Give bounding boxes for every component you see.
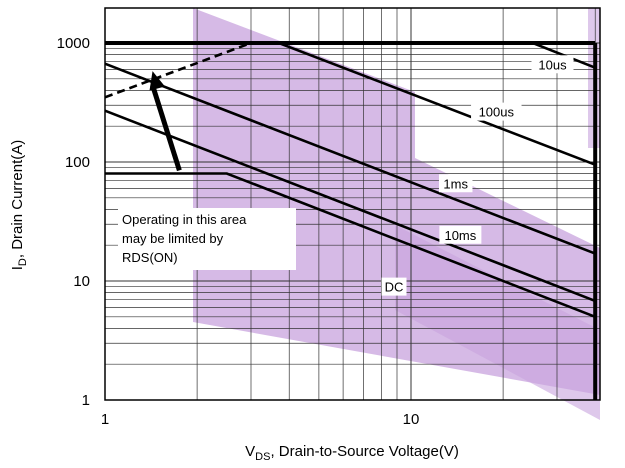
shaded-region-lower [395,225,600,420]
annotation-text-line: RDS(ON) [122,250,178,265]
x-tick-label: 10 [403,411,420,428]
series-line-dc [105,172,596,319]
y-tick-label: 1000 [57,35,90,52]
x-axis-label-rest: , Drain-to-Source Voltage(V) [270,443,458,460]
annotation-arrow-head [149,71,165,91]
y-tick-label: 10 [73,273,90,290]
y-axis-label-main: I [9,266,26,270]
annotation: Operating in this area may be limited by R… [118,71,296,270]
curve-label-bg [381,277,407,296]
series-line-10us [105,41,596,69]
x-axis-label-sub: DS [255,451,270,463]
series-line-1ms [104,62,596,255]
y-axis-label-rest: , Drain Current(A) [9,140,26,258]
grid [105,8,600,400]
curve-label-bg [471,102,522,121]
y-tick-label: 1 [82,392,90,409]
curve-label-bg [531,55,574,74]
annotation-bg [118,208,296,270]
annotation-arrow-shaft [150,84,182,172]
curve-label-10us: 10us [538,57,567,72]
y-tick-label: 100 [65,154,90,171]
curve-label-dc: DC [385,280,404,295]
x-axis-label-main: V [245,443,255,460]
y-axis-label-sub: D [17,258,29,266]
curve-label-bg [438,174,473,193]
curve-label-1ms: 1ms [443,176,468,191]
x-tick-label: 1 [101,411,109,428]
tick-labels: 1 10 1 10 100 1000 [57,35,420,428]
curve-labels: 10us 100us 1ms 10ms DC [381,55,574,296]
series-lines [104,41,598,400]
curve-label-100us: 100us [479,105,515,120]
series-line-10ms [104,109,596,303]
plot-frame [104,7,601,401]
x-axis-label: VDS, Drain-to-Source Voltage(V) [245,443,459,463]
y-axis-label: ID, Drain Current(A) [9,140,29,270]
annotation-text-line: Operating in this area [122,212,247,227]
curve-label-bg [439,225,482,244]
curve-label-10ms: 10ms [444,228,476,243]
annotation-text-line: may be limited by [122,231,224,246]
